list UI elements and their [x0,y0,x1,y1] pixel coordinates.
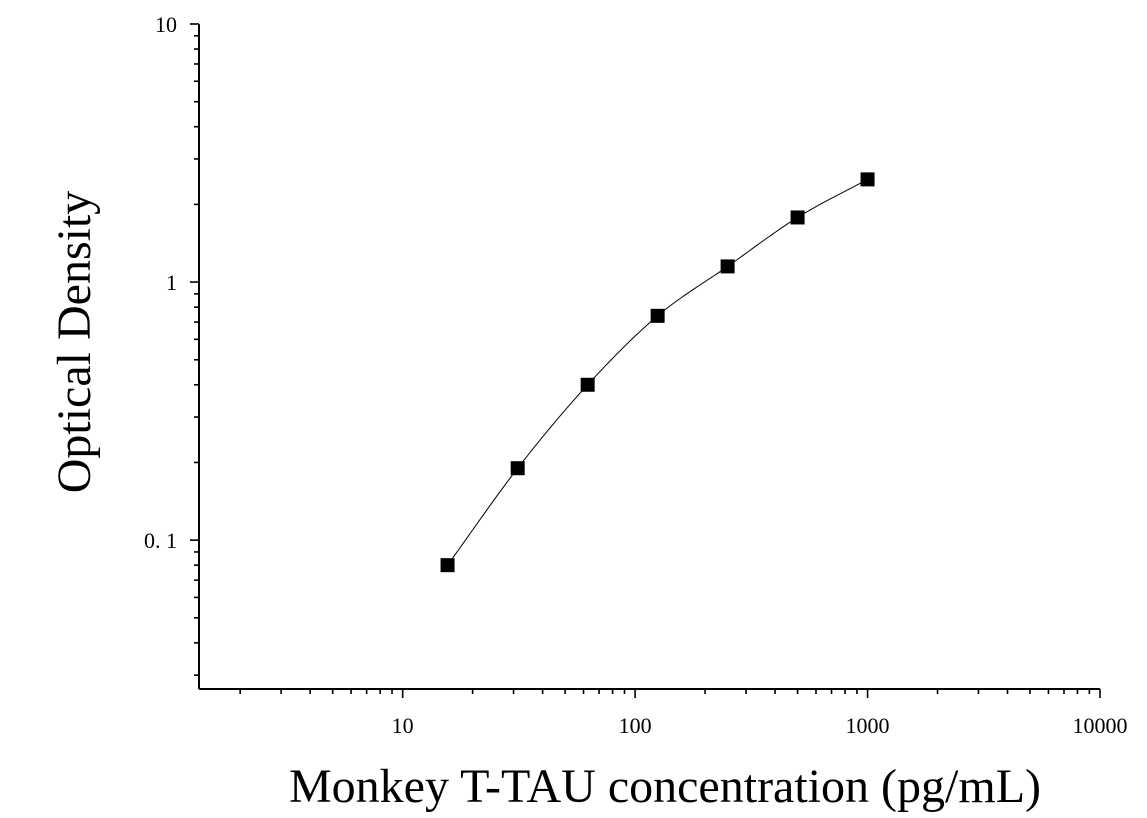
fitted-curve-line [447,178,868,566]
x-tick-label: 100 [619,713,652,738]
y-tick-label: 0. 1 [144,528,177,553]
x-tick-label: 1000 [846,713,890,738]
y-tick-label: 1 [166,270,177,295]
x-axis-title: Monkey T-TAU concentration (pg/mL) [289,760,1041,813]
data-point [650,308,665,323]
y-tick-label: 10 [155,12,177,37]
fit-curve [447,178,868,566]
data-point [860,172,875,187]
x-tick-label: 10 [392,713,414,738]
data-point [580,377,595,392]
y-axis-title: Optical Density [48,191,101,494]
data-points [440,172,875,573]
data-point [440,558,455,573]
data-point [510,461,525,476]
data-point [720,259,735,274]
ticks [190,23,1101,698]
x-tick-label: 10000 [1073,713,1128,738]
axes [198,24,1100,690]
tick-labels: 10 100 1000 10000 0. 1 1 10 [144,12,1128,738]
data-point [790,210,805,225]
